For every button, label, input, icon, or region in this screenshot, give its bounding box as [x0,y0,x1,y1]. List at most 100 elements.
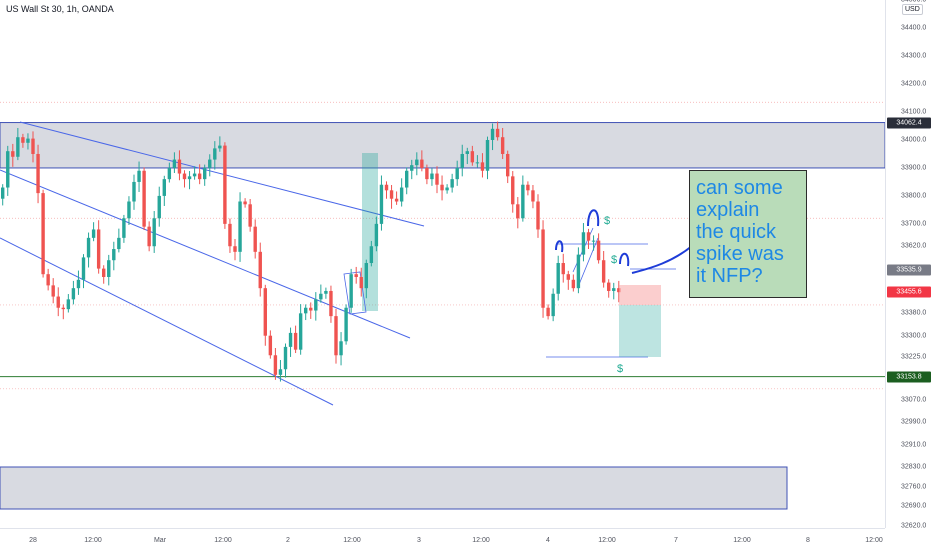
candle-body [26,138,30,143]
price-tick-label: 34400.0 [901,24,927,32]
candle-body [223,145,227,224]
price-tick-label: 33225.0 [901,353,927,361]
candle-body [102,268,106,277]
candle-body [56,296,60,308]
candle-body [253,226,257,252]
candle-body [460,153,464,168]
candle-body [152,218,156,247]
candle-body [571,279,576,289]
time-tick-label: Mar [153,537,167,544]
candle-body [399,187,404,202]
time-tick-label: 12:00 [84,537,102,544]
candle-body [6,151,10,188]
candle-body [233,246,237,252]
last-price-label: 33535.9 [887,264,931,276]
candle-body [258,251,262,289]
candle-body [379,184,384,224]
candle-body [11,151,15,157]
pointer-line [631,245,693,274]
candle-body [71,288,76,300]
candle-body [248,204,252,227]
candle-body [142,170,146,227]
price-scale[interactable] [885,0,932,528]
candle-body [430,173,434,180]
candle-body [339,341,343,356]
candle-body [81,257,86,280]
candle-body [324,290,328,294]
dollar-mark: $ [611,254,618,266]
candle-body [566,274,570,280]
candle-body [273,355,278,375]
spike-mark [587,209,600,227]
candle-body [197,173,202,180]
candle-body [586,232,591,241]
candle-body [531,190,535,202]
candle-body [581,232,586,255]
candle-body [541,229,545,308]
time-scale[interactable] [0,528,885,551]
candle-body [177,159,182,174]
candle-body [182,173,187,180]
candle-body [546,307,550,317]
time-tick-label: 3 [417,537,421,544]
candle-body [470,151,475,163]
time-tick-label: 8 [806,537,810,544]
currency-badge[interactable]: USD [902,4,923,15]
candle-body [46,274,50,286]
price-tick-label: 33380.0 [901,309,927,317]
time-tick-label: 12:00 [598,537,616,544]
candle-body [369,246,374,264]
candle-body [475,162,480,164]
candle-body [511,176,515,205]
candle-body [344,307,348,342]
candle-body [314,299,318,311]
price-tick-label: 34000.0 [901,136,927,144]
price-tick-label: 33300.0 [901,332,927,340]
candle-body [86,237,91,258]
candle-body [389,190,394,199]
channel-line [0,237,334,406]
annotation-note[interactable]: can some explain the quick spike was it … [689,170,807,298]
candle-body [405,170,409,188]
channel-line [0,169,411,339]
candle-body [364,263,368,289]
wedge-line [577,237,599,288]
candle-body [268,335,273,356]
time-tick-label: 12:00 [733,537,751,544]
time-tick-label: 28 [29,537,37,544]
candle-body [41,193,45,275]
stop-loss-zone [619,285,661,305]
candle-body [465,151,469,154]
candle-body [243,201,247,205]
candle-body [263,288,267,336]
price-tick-label: 32910.0 [901,441,927,449]
take-profit-zone [619,305,661,357]
candle-body [298,313,303,350]
support-label: 33153.8 [887,371,931,383]
candle-body [506,153,510,177]
candle-body [137,170,141,182]
candle-body [556,263,560,294]
candle-body [203,167,207,180]
lower-zone [0,466,788,510]
candle-body [526,184,530,191]
candle-body [359,276,363,289]
price-tick-label: 34500.0 [901,0,927,4]
candle-body [480,162,485,171]
candle-body [536,201,540,230]
candle-body [96,229,101,269]
candle-body [576,254,581,289]
candle-body [455,167,459,180]
candle-body [561,263,565,275]
dollar-mark: $ [604,215,611,227]
price-tick-label: 33900.0 [901,164,927,172]
candle-body [238,201,242,252]
channel-line [19,121,425,227]
time-tick-label: 12:00 [214,537,232,544]
time-tick-label: 12:00 [343,537,361,544]
symbol-title: US Wall St 30, 1h, OANDA [6,4,114,14]
candle-body [147,226,151,247]
candle-body [485,140,490,171]
